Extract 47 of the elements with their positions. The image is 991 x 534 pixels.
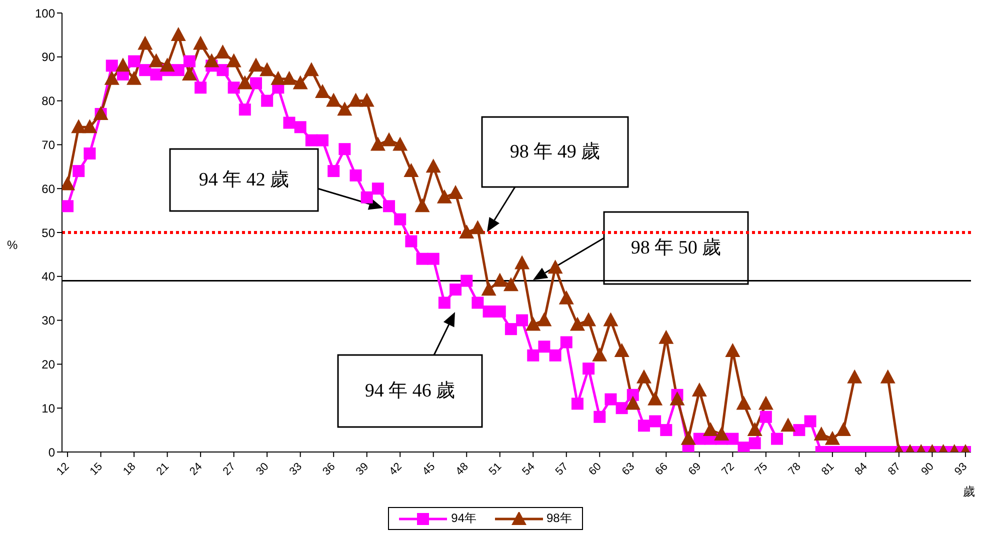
x-tick-label: 30 xyxy=(254,460,272,478)
x-tick-label: 84 xyxy=(852,460,870,478)
y-axis-title: % xyxy=(7,238,18,252)
x-tick-label: 45 xyxy=(420,460,438,478)
x-tick-label: 48 xyxy=(454,460,471,478)
y-tick-label: 40 xyxy=(42,270,56,284)
x-tick-label: 15 xyxy=(88,460,105,478)
annotation: 94 年 46 歲 xyxy=(364,380,456,402)
x-tick-label: 93 xyxy=(952,460,970,478)
y-tick-label: 20 xyxy=(42,357,56,372)
x-tick-label: 87 xyxy=(886,460,904,478)
x-tick-label: 90 xyxy=(919,460,936,478)
annotation: 98 年 49 歲 xyxy=(510,142,600,162)
x-tick-label: 75 xyxy=(752,460,770,478)
y-tick-label: 70 xyxy=(42,138,56,152)
x-axis-title: 歲 xyxy=(963,484,975,498)
x-tick-label: 33 xyxy=(287,460,305,478)
annotation: 94 年 42 歲 xyxy=(198,170,290,190)
y-tick-label: 50 xyxy=(42,226,56,240)
y-tick-label: 0 xyxy=(48,445,56,460)
x-tick-label: 63 xyxy=(620,460,638,478)
y-tick-label: 80 xyxy=(42,94,56,108)
x-tick-label: 12 xyxy=(54,460,72,478)
x-tick-label: 66 xyxy=(653,460,670,478)
x-tick-label: 72 xyxy=(720,460,737,478)
y-tick-label: 100 xyxy=(34,6,56,20)
annotation: 98 年 50 歲 xyxy=(630,238,722,258)
x-tick-label: 27 xyxy=(220,460,238,478)
y-tick-label: 60 xyxy=(42,182,56,196)
x-tick-label: 54 xyxy=(520,460,538,478)
x-tick-label: 24 xyxy=(188,460,205,478)
x-tick-label: 39 xyxy=(354,460,372,478)
y-tick-label: 10 xyxy=(42,401,56,416)
x-tick-label: 36 xyxy=(320,460,338,478)
x-tick-label: 57 xyxy=(553,460,571,478)
legend-label: 94年 xyxy=(450,510,476,527)
legend-label: 98年 xyxy=(546,510,572,527)
x-tick-label: 69 xyxy=(686,460,704,478)
x-tick-label: 81 xyxy=(819,460,837,478)
y-tick-label: 30 xyxy=(42,314,56,328)
x-tick-label: 78 xyxy=(786,460,804,478)
x-tick-label: 42 xyxy=(387,460,404,478)
x-tick-label: 18 xyxy=(121,460,138,478)
y-tick-label: 90 xyxy=(42,50,56,64)
x-tick-label: 51 xyxy=(486,460,504,478)
x-tick-label: 60 xyxy=(586,460,604,478)
x-tick-label: 21 xyxy=(154,460,172,478)
